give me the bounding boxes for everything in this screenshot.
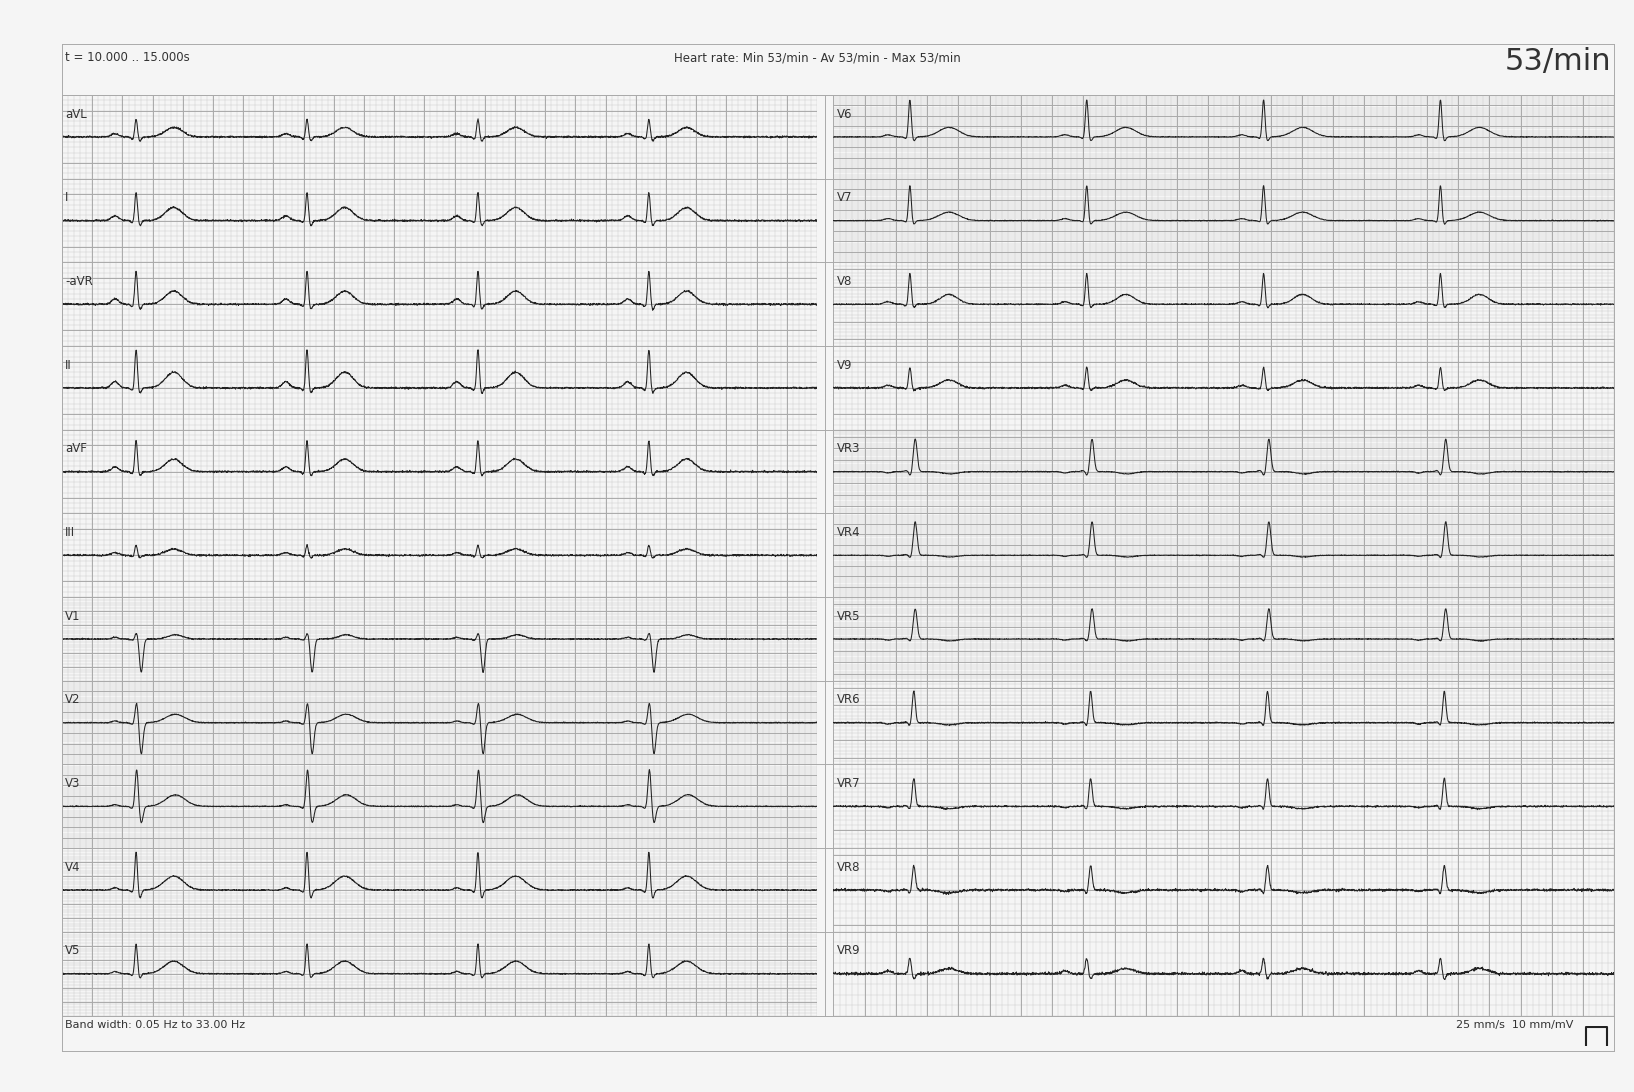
- Text: 25 mm/s  10 mm/mV: 25 mm/s 10 mm/mV: [1456, 1020, 1574, 1030]
- Text: V1: V1: [65, 609, 80, 622]
- Text: V2: V2: [65, 693, 80, 707]
- Text: V6: V6: [837, 107, 851, 120]
- Text: III: III: [65, 526, 75, 539]
- Text: V3: V3: [65, 778, 80, 790]
- Text: aVL: aVL: [65, 107, 87, 120]
- Text: Band width: 0.05 Hz to 33.00 Hz: Band width: 0.05 Hz to 33.00 Hz: [65, 1020, 245, 1030]
- Text: I: I: [65, 191, 69, 204]
- Text: V8: V8: [837, 275, 851, 288]
- Text: II: II: [65, 358, 72, 371]
- Text: V7: V7: [837, 191, 851, 204]
- Text: V5: V5: [65, 945, 80, 958]
- Text: VR6: VR6: [837, 693, 859, 707]
- Text: VR8: VR8: [837, 860, 859, 874]
- Text: VR5: VR5: [837, 609, 859, 622]
- Text: Heart rate: Min 53/min - Av 53/min - Max 53/min: Heart rate: Min 53/min - Av 53/min - Max…: [673, 51, 961, 64]
- Text: t = 10.000 .. 15.000s: t = 10.000 .. 15.000s: [65, 51, 190, 64]
- Text: VR9: VR9: [837, 945, 859, 958]
- Text: aVF: aVF: [65, 442, 87, 455]
- Text: V4: V4: [65, 860, 80, 874]
- Text: VR7: VR7: [837, 778, 859, 790]
- Text: VR3: VR3: [837, 442, 859, 455]
- Text: -aVR: -aVR: [65, 275, 93, 288]
- Text: 53/min: 53/min: [1505, 47, 1611, 76]
- Text: VR4: VR4: [837, 526, 859, 539]
- Text: V9: V9: [837, 358, 851, 371]
